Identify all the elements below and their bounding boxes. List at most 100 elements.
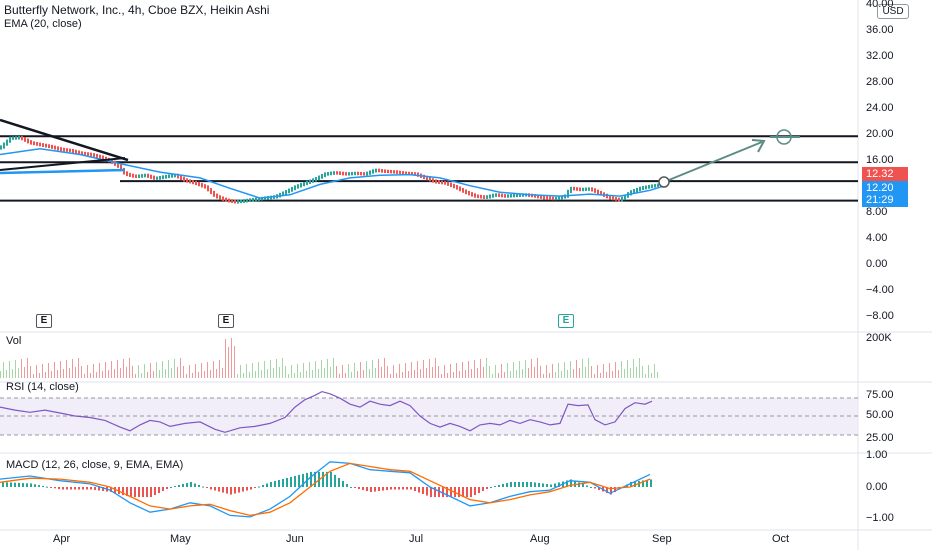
macd-histogram-bar [270, 481, 272, 487]
candle [543, 195, 545, 200]
macd-histogram-bar [434, 487, 436, 498]
macd-histogram-bar [542, 483, 544, 487]
volume-bar [222, 368, 223, 378]
volume-bar [450, 364, 451, 378]
macd-histogram-bar [146, 487, 148, 498]
macd-histogram-bar [90, 487, 92, 490]
volume-bar [525, 360, 526, 378]
volume-bar [429, 359, 430, 378]
macd-axis-tick: 1.00 [866, 449, 888, 461]
candle [84, 151, 86, 156]
volume-bar [420, 369, 421, 378]
macd-histogram-bar [50, 487, 52, 488]
candle [576, 187, 578, 191]
candle [45, 143, 47, 148]
macd-histogram-bar [202, 486, 204, 488]
macd-histogram-bar [174, 485, 176, 487]
time-axis-label: Sep [652, 533, 672, 545]
candle [432, 178, 434, 183]
volume-bar [423, 360, 424, 378]
arrow-head [751, 139, 766, 153]
macd-histogram-bar [462, 487, 464, 498]
earnings-badge[interactable]: E [36, 314, 52, 328]
volume-bar [231, 338, 232, 378]
macd-histogram-bar [366, 487, 368, 492]
candle [513, 193, 515, 198]
volume-bar [114, 369, 115, 378]
volume-bar [294, 373, 295, 378]
macd-histogram-bar [578, 482, 580, 487]
candle [219, 195, 221, 200]
volume-bar [492, 374, 493, 378]
volume-bar [384, 358, 385, 378]
macd-histogram-bar [438, 487, 440, 498]
volume-bar [351, 372, 352, 378]
volume-bar [186, 374, 187, 378]
candle [351, 171, 353, 176]
price-axis-tick: 0.00 [866, 258, 888, 270]
volume-bar [522, 369, 523, 378]
candle [444, 181, 446, 185]
earnings-badge[interactable]: E [218, 314, 234, 328]
price-axis-tick: 32.00 [866, 50, 894, 62]
candle [141, 174, 143, 178]
volume-bar [18, 368, 19, 378]
volume-bar [189, 365, 190, 378]
candle [87, 152, 89, 156]
volume-bar [483, 367, 484, 378]
candle [303, 181, 305, 187]
volume-bar [207, 362, 208, 378]
candle [21, 136, 23, 141]
price-axis-tick: −4.00 [866, 284, 894, 296]
time-axis-label: May [170, 533, 191, 545]
volume-bar [234, 346, 235, 378]
candle [612, 196, 614, 201]
macd-histogram-bar [14, 482, 16, 487]
candle [594, 188, 596, 193]
candle [135, 174, 137, 179]
volume-bar [657, 372, 658, 378]
last-price-tag: 12.32 [862, 167, 908, 181]
macd-histogram-bar [474, 487, 476, 496]
macd-histogram-bar [134, 487, 136, 498]
earnings-badge[interactable]: E [558, 314, 574, 328]
volume-bar [3, 362, 4, 378]
candle [459, 186, 461, 192]
volume-bar [225, 339, 226, 378]
volume-bar [48, 363, 49, 378]
volume-bar [615, 362, 616, 378]
currency-button[interactable]: USD [877, 4, 909, 19]
candle [414, 172, 416, 176]
volume-bar [537, 358, 538, 378]
volume-bar [195, 364, 196, 378]
volume-bar [345, 373, 346, 378]
macd-histogram-bar [282, 478, 284, 487]
volume-bar [117, 360, 118, 378]
candle [348, 172, 350, 176]
macd-histogram-bar [210, 487, 212, 490]
volume-bar [324, 368, 325, 378]
projection-arrow [663, 141, 763, 183]
volume-bar [165, 369, 166, 378]
candle [429, 177, 431, 182]
macd-histogram-bar [630, 481, 632, 487]
ema-price-tag: 12.20 [862, 181, 908, 195]
volume-bar [630, 368, 631, 378]
volume-bar [279, 367, 280, 378]
macd-histogram-bar [330, 471, 332, 487]
macd-histogram-bar [198, 484, 200, 487]
volume-bar [480, 359, 481, 378]
candle [147, 173, 149, 178]
macd-line [0, 461, 651, 518]
volume-bar [393, 365, 394, 378]
macd-histogram-bar [102, 487, 104, 492]
macd-histogram-bar [190, 481, 192, 487]
rsi-axis-tick: 75.00 [866, 389, 894, 401]
candle [213, 190, 215, 197]
candle [402, 171, 404, 175]
price-axis-tick: 20.00 [866, 128, 894, 140]
volume-bar [387, 366, 388, 378]
volume-bar [174, 359, 175, 378]
candle [522, 193, 524, 197]
